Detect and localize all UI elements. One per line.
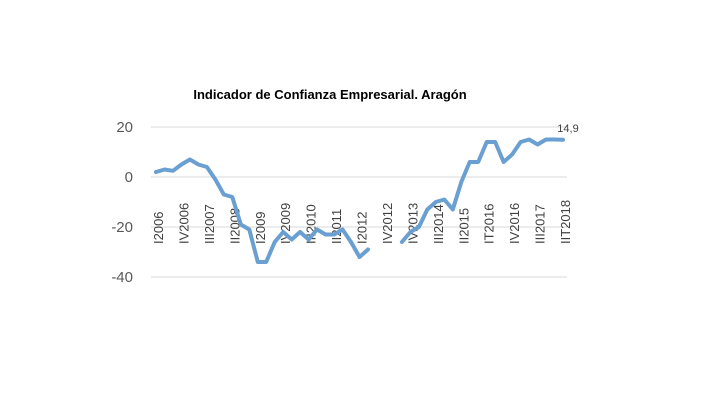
x-tick-label: I2009 bbox=[253, 211, 268, 244]
x-tick-label: I2012 bbox=[355, 211, 370, 244]
x-tick-label: IIT2018 bbox=[558, 200, 573, 244]
chart-title: Indicador de Confianza Empresarial. Arag… bbox=[193, 87, 466, 102]
x-tick-label: I2006 bbox=[151, 211, 166, 244]
x-tick-label: IV2006 bbox=[176, 203, 191, 244]
x-tick-label: II2015 bbox=[456, 208, 471, 244]
y-tick-label: -20 bbox=[111, 219, 133, 236]
series-line bbox=[154, 137, 565, 264]
gridlines bbox=[151, 126, 567, 278]
x-tick-label: III2014 bbox=[431, 204, 446, 244]
x-tick-label: III2017 bbox=[533, 204, 548, 244]
y-tick-label: 0 bbox=[125, 169, 133, 186]
y-tick-label: -40 bbox=[111, 269, 133, 286]
data-labels: 14,9 bbox=[557, 123, 578, 135]
series-layer bbox=[154, 137, 565, 264]
x-tick-label: IT2016 bbox=[482, 204, 497, 244]
x-tick-label: III2007 bbox=[202, 204, 217, 244]
x-axis-tick-labels: I2006 IV2006 III2007 II2008 I2009 IV2009 III20… bbox=[151, 200, 573, 244]
x-tick-label: IV2012 bbox=[380, 203, 395, 244]
x-tick-label: IV2016 bbox=[507, 203, 522, 244]
x-tick-label: II2011 bbox=[329, 209, 344, 244]
data-label: 14,9 bbox=[557, 123, 578, 135]
y-axis-tick-labels: 20 0 -20 -40 bbox=[111, 119, 133, 286]
y-tick-label: 20 bbox=[116, 119, 133, 136]
